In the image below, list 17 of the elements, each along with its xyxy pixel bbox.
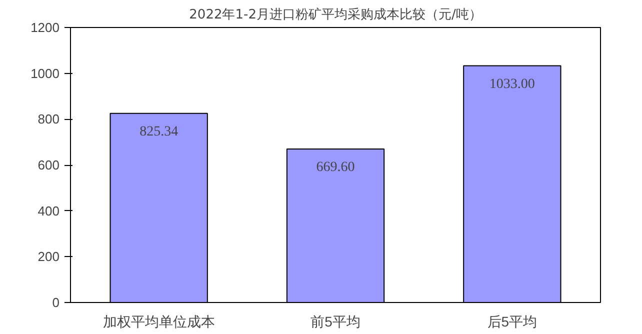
chart-title: 2022年1-2月进口粉矿平均采购成本比较（元/吨） <box>189 8 482 22</box>
y-tick-label: 600 <box>38 158 60 172</box>
bar <box>110 112 208 302</box>
y-tick-label: 1000 <box>30 66 60 81</box>
x-tick-label: 后5平均 <box>487 314 538 330</box>
data-label: 1033.00 <box>489 76 535 92</box>
data-label: 825.34 <box>140 124 178 140</box>
bar <box>286 148 385 302</box>
x-tick-label: 加权平均单位成本 <box>102 314 215 330</box>
x-tick-label: 前5平均 <box>310 314 360 330</box>
y-tick-label: 1200 <box>30 20 60 35</box>
bar <box>463 65 562 302</box>
data-label: 669.60 <box>316 160 355 176</box>
y-tick-label: 200 <box>38 249 60 264</box>
y-tick-label: 0 <box>52 295 60 310</box>
y-tick-label: 400 <box>38 203 60 218</box>
y-tick-label: 800 <box>38 112 60 127</box>
